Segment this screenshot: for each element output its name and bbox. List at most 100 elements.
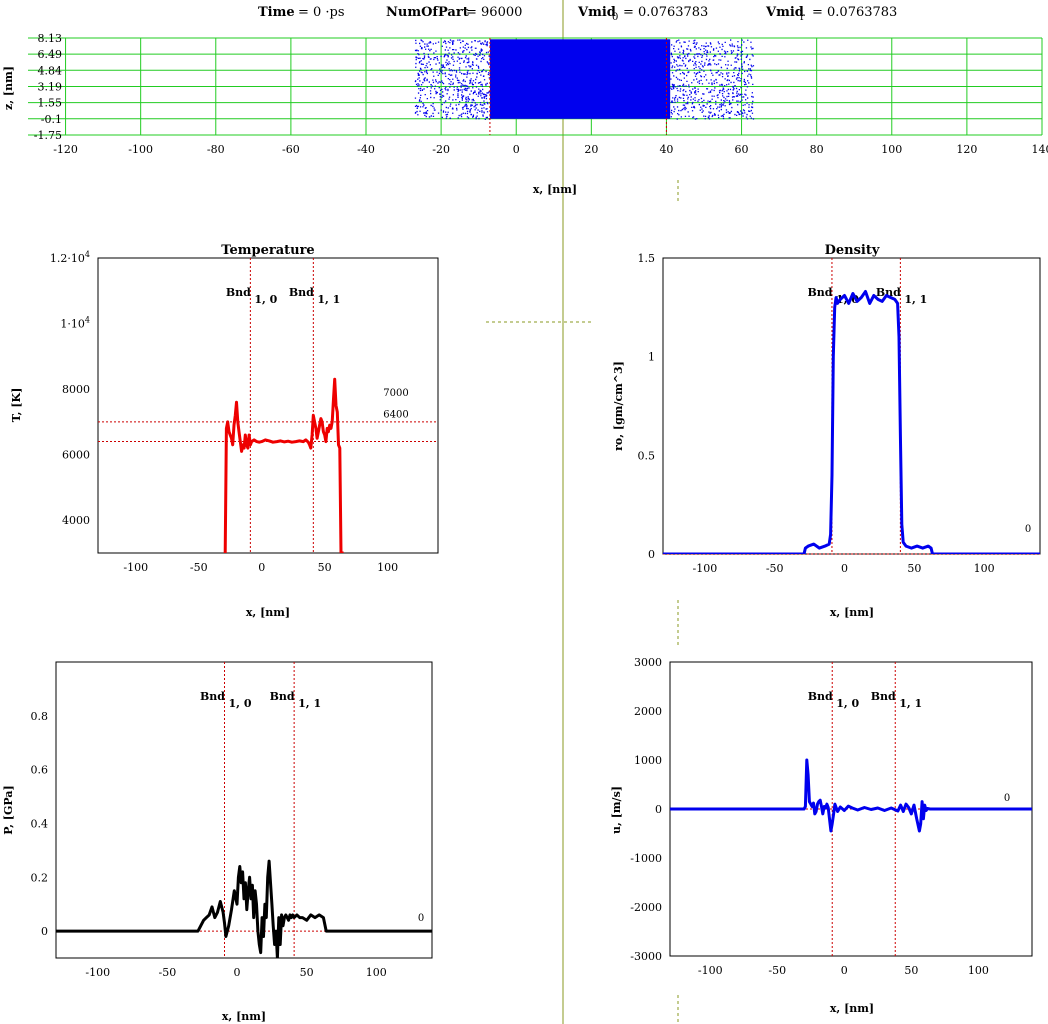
velocity-ytick-0: -3000 [630,950,662,963]
velocity-xtick-0: -100 [698,964,723,977]
particles-ytick-2: 4.84 [38,64,63,77]
pressure-xtick-4: 100 [366,966,387,979]
temperature-xtick-4: 100 [377,561,398,574]
particles-xtick-0: -120 [53,143,78,156]
vmid0-value: = 0.0763783 [623,5,708,20]
particles-ytick-3: 3.19 [38,81,63,94]
density-marker-label-1: Bnd [876,286,901,299]
density-ytick-0: 0 [648,548,655,561]
velocity-hline-label-0: 0 [1004,793,1010,804]
temperature-chart: -100 -50 0 50 100 4000 6000 8000 1·104 1.2·104 700… [10,243,439,619]
velocity-series-0 [670,758,1032,833]
pressure-marker-label-0: Bnd [200,690,225,703]
density-hline-label-0: 0 [1025,524,1031,535]
temperature-xtick-1: -50 [190,561,208,574]
time-label: Time [258,5,295,20]
temperature-xtick-3: 50 [318,561,332,574]
particles-xlabel: x, [nm] [533,183,577,196]
temperature-marker-label-1: Bnd [289,286,314,299]
velocity-ytick-6: 3000 [634,656,662,669]
velocity-ylabel: u, [m/s] [610,786,623,834]
pressure-ytick-2: 0.4 [31,817,49,830]
temperature-title: Temperature [221,243,314,258]
velocity-marker-sub-0: 1, 0 [836,697,859,710]
temperature-ytick-1: 6000 [62,449,90,462]
density-xlabel: x, [nm] [830,606,874,619]
velocity-ytick-2: -1000 [630,852,662,865]
density-xtick-2: 0 [841,562,848,575]
particles-markers [489,38,667,135]
temperature-frame [97,257,439,554]
pressure-marker-sub-1: 1, 1 [298,697,321,710]
vmidr-sub: r [800,12,805,23]
temperature-hline-label-1: 6400 [383,410,408,421]
velocity-xtick-1: -50 [768,964,786,977]
pressure-xtick-2: 0 [234,966,241,979]
particles-xtick-8: 40 [659,143,673,156]
velocity-ytick-5: 2000 [634,705,662,718]
density-ytick-1: 0.5 [638,449,656,462]
pressure-marker-label-1: Bnd [270,690,295,703]
particles-ytick-5: -0.1 [41,113,62,126]
pressure-xlabel: x, [nm] [222,1010,266,1023]
pressure-xtick-1: -50 [159,966,177,979]
particles-ticks: -120 -100 -80 -60 -40 -20 0 20 40 60 80 100 120 140 8.… [34,32,1048,156]
pressure-ytick-3: 0.6 [31,764,49,777]
temperature-ytick-2: 8000 [62,383,90,396]
temperature-xlabel: x, [nm] [246,606,290,619]
temperature-marker-sub-1: 1, 1 [317,293,340,306]
temperature-hline-label-0: 7000 [383,388,408,399]
density-xtick-1: -50 [766,562,784,575]
density-series-0 [663,290,1040,554]
particles-xtick-7: 20 [584,143,598,156]
particles-ytick-1: 6.49 [38,48,63,61]
velocity-marker-label-0: Bnd [808,690,833,703]
pressure-ytick-0: 0 [41,925,48,938]
temperature-marker-sub-0: 1, 0 [254,293,277,306]
velocity-xtick-4: 100 [968,964,989,977]
particles-xtick-5: -20 [432,143,450,156]
velocity-xtick-2: 0 [841,964,848,977]
velocity-marker-sub-1: 1, 1 [899,697,922,710]
particles-xtick-6: 0 [513,143,520,156]
velocity-xtick-3: 50 [904,964,918,977]
density-xtick-3: 50 [907,562,921,575]
density-ytick-3: 1.5 [638,252,656,265]
temperature-ytick-exp-4: 4 [85,250,90,259]
pressure-ytick-4: 0.8 [31,710,49,723]
vmidr-label: Vmid [765,5,804,20]
particles-xtick-4: -40 [357,143,375,156]
density-marker-label-0: Bnd [807,286,832,299]
particles-ytick-6: -1.75 [34,129,62,142]
particles-xtick-13: 140 [1032,143,1048,156]
vmid0-sub: 0 [612,12,618,23]
particles-xtick-9: 60 [735,143,749,156]
pressure-marker-sub-0: 1, 0 [229,697,252,710]
temperature-ytick-3: 1·104 [60,316,90,331]
vmid0-label: Vmid [577,5,616,20]
vmidr-value: = 0.0763783 [812,5,897,20]
pressure-xtick-0: -100 [85,966,110,979]
density-ytick-2: 1 [648,351,655,364]
temperature-ylabel: T, [K] [10,388,23,423]
header: Time = 0 ·ps NumOfPart = 96000 Vmid 0 = … [258,5,897,23]
temperature-xtick-0: -100 [123,561,148,574]
pressure-series-0 [56,859,432,958]
particles-xtick-10: 80 [810,143,824,156]
particles-xtick-1: -100 [128,143,153,156]
particles-scatter [414,39,755,120]
velocity-chart: -100 -50 0 50 100 -3000 -2000 -1000 0 1000 2000 300… [610,656,1033,1015]
particles-ylabel: z, [nm] [2,66,15,110]
numofpart-label: NumOfPart [386,5,469,20]
velocity-ytick-4: 1000 [634,754,662,767]
temperature-series-0 [223,377,344,553]
temperature-marker-label-0: Bnd [226,286,251,299]
particles-ytick-4: 1.55 [38,97,63,110]
temperature-ytick-exp-3: 4 [85,316,90,325]
density-title: Density [825,243,880,258]
